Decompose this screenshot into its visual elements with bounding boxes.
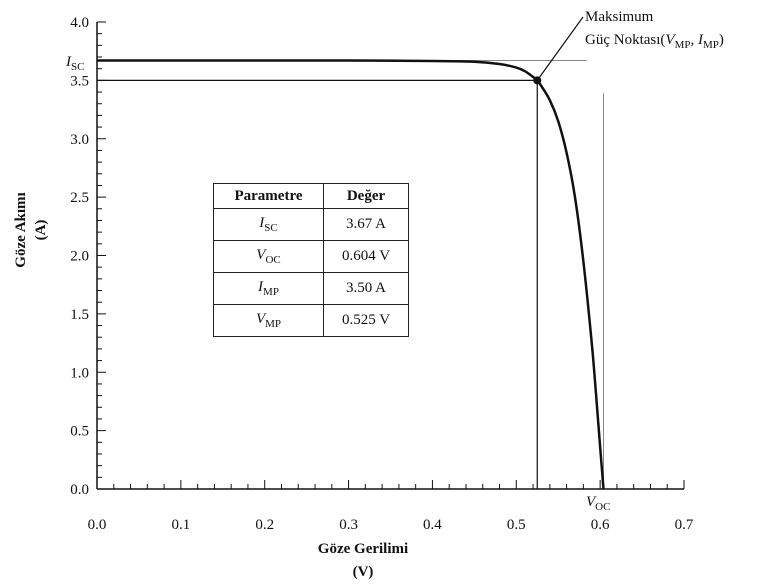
table-param-cell: VMP: [213, 304, 324, 337]
table-value-cell: 0.604 V: [323, 240, 409, 273]
table-header-value: Değer: [323, 183, 409, 209]
parameter-table: Parametre Değer ISC 3.67 A VOC 0.604 V I…: [213, 183, 409, 337]
x-tick-label: 0.2: [255, 517, 274, 533]
y-tick-label: 3.5: [70, 73, 89, 89]
annotation-line1: Maksimum: [585, 9, 654, 25]
y-tick-label: 2.5: [70, 190, 89, 206]
table-row: IMP 3.50 A: [213, 272, 409, 305]
x-axis-unit: (V): [353, 564, 374, 580]
y-tick-label: 1.0: [70, 365, 89, 381]
x-tick-label: 0.4: [423, 517, 442, 533]
table-param-cell: ISC: [213, 208, 324, 241]
x-tick-label: 0.6: [591, 517, 610, 533]
table-param-cell: VOC: [213, 240, 324, 273]
x-tick-label: 0.0: [88, 517, 107, 533]
tick-labels: 0.0 0.1 0.2 0.3 0.4 0.5 0.6 0.7 0.0 0.5 1.0 1.5 2.0 2…: [70, 15, 694, 533]
table-param-cell: IMP: [213, 272, 324, 305]
table-header-parameter: Parametre: [213, 183, 324, 209]
y-tick-label: 2.0: [70, 249, 89, 265]
x-tick-label: 0.5: [507, 517, 526, 533]
table-row: VMP 0.525 V: [213, 304, 409, 337]
voc-axis-label: VOC: [586, 494, 610, 513]
annotation-line2: Güç Noktası(VMP, IMP): [585, 32, 724, 51]
table-header-row: Parametre Değer: [213, 183, 409, 209]
y-tick-label: 4.0: [70, 15, 89, 31]
x-tick-label: 0.1: [171, 517, 190, 533]
x-axis-title: Göze Gerilimi: [318, 541, 408, 557]
mpp-annotation-leader: [536, 16, 584, 81]
table-row: ISC 3.67 A: [213, 208, 409, 241]
isc-axis-label: ISC: [65, 54, 84, 73]
y-tick-label: 3.0: [70, 132, 89, 148]
y-axis-unit: (A): [33, 220, 49, 241]
x-tick-label: 0.3: [339, 517, 358, 533]
ticks: [96, 21, 685, 490]
y-tick-label: 0.5: [70, 424, 89, 440]
table-value-cell: 3.67 A: [323, 208, 409, 241]
y-axis-title: Göze Akımı: [13, 192, 29, 267]
y-tick-label: 0.0: [70, 482, 89, 498]
x-tick-label: 0.7: [675, 517, 694, 533]
table-row: VOC 0.604 V: [213, 240, 409, 273]
y-tick-label: 1.5: [70, 307, 89, 323]
table-value-cell: 3.50 A: [323, 272, 409, 305]
table-value-cell: 0.525 V: [323, 304, 409, 337]
